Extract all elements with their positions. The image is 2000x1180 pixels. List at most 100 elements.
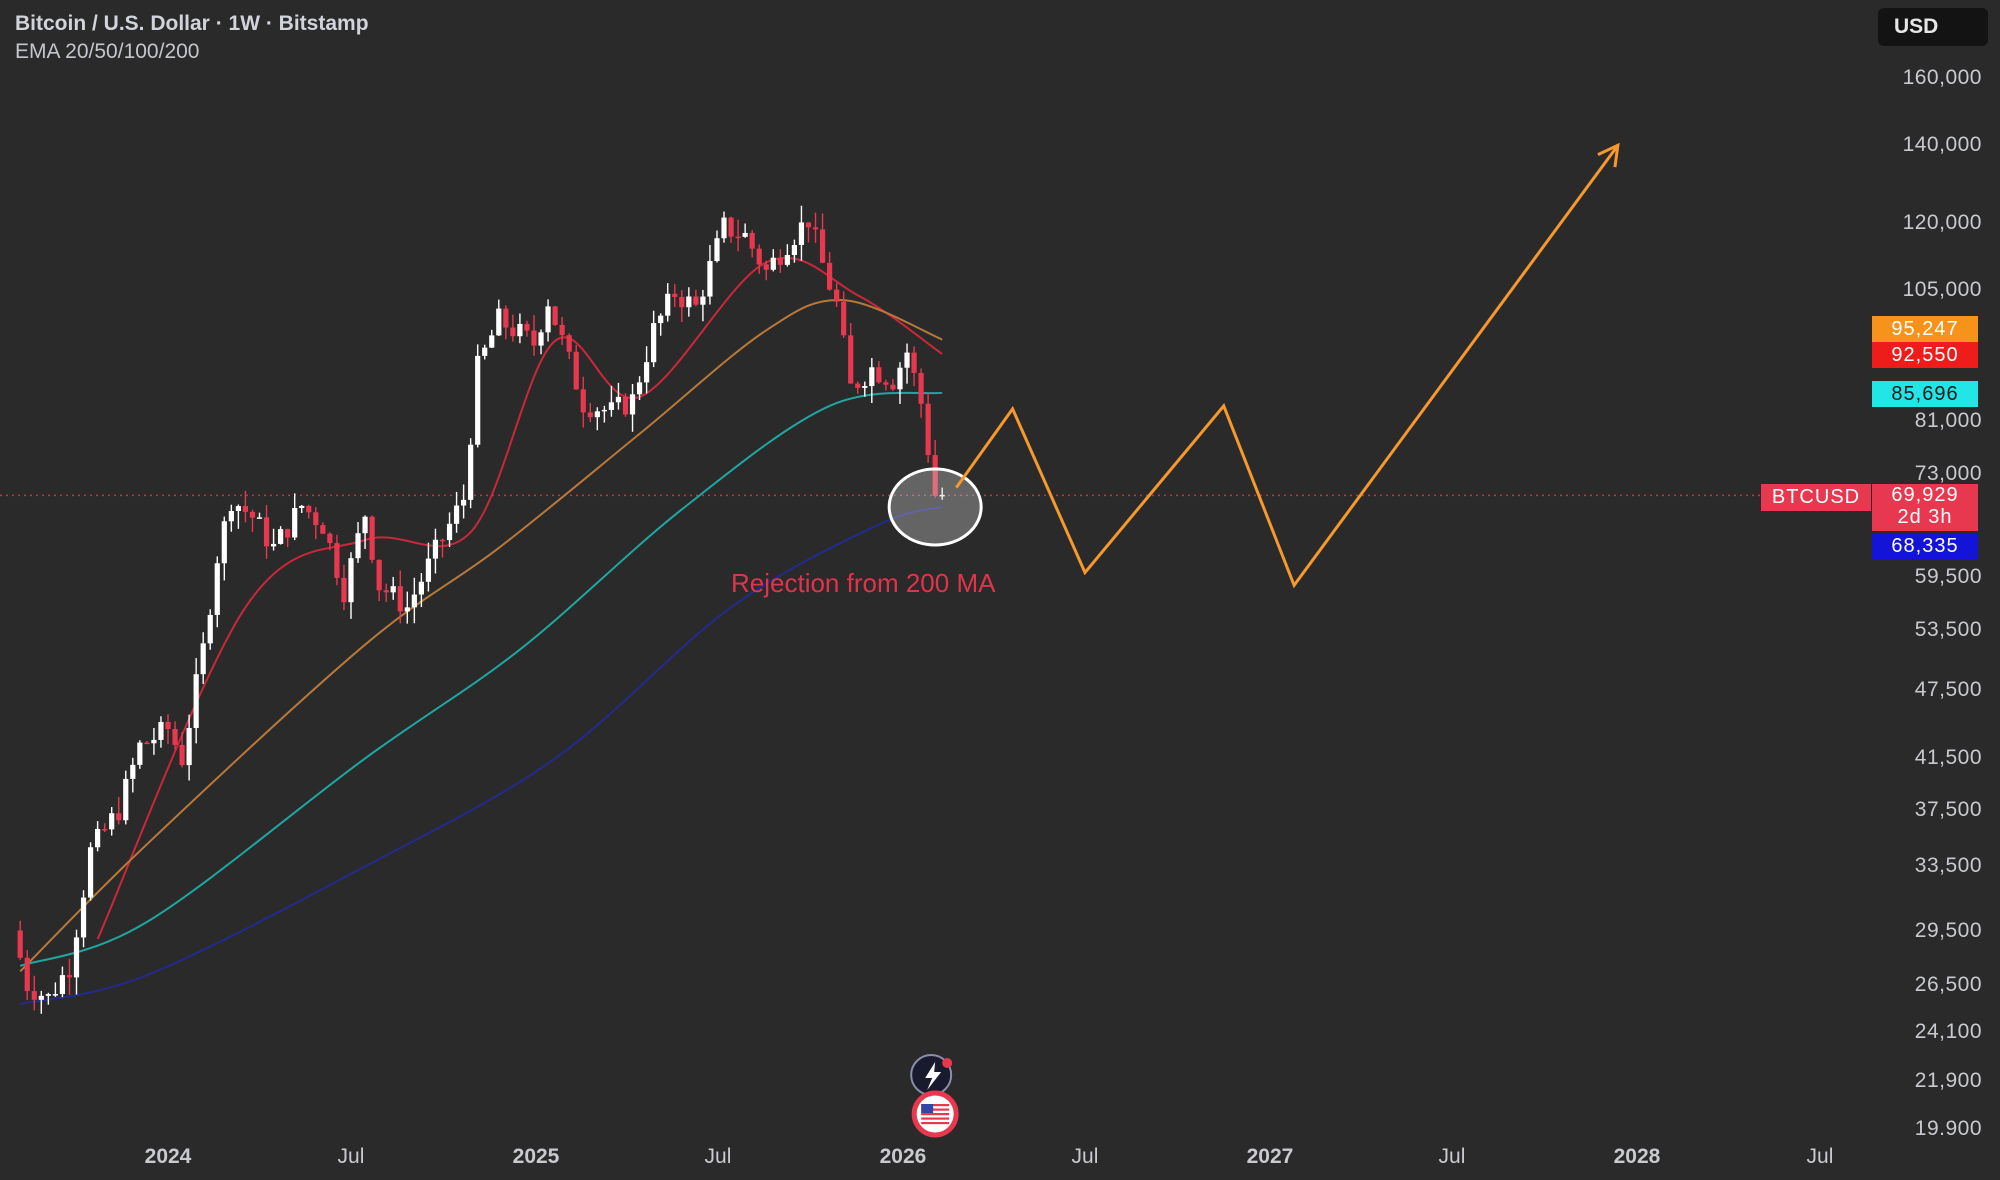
candle bbox=[587, 402, 593, 423]
candle-body bbox=[496, 308, 502, 336]
candle-body bbox=[172, 729, 178, 745]
candle-body bbox=[524, 323, 530, 331]
candle bbox=[327, 532, 333, 551]
ema200-line bbox=[19, 505, 943, 1005]
candle bbox=[531, 315, 537, 356]
projection-path bbox=[955, 144, 1620, 589]
candle bbox=[791, 239, 798, 263]
y-tick-label: 73,000 bbox=[1914, 461, 1982, 485]
candle-body bbox=[404, 607, 410, 612]
candle bbox=[770, 249, 776, 272]
candle bbox=[622, 393, 629, 417]
indicator-legend[interactable]: EMA 20/50/100/200 bbox=[15, 40, 200, 63]
candle bbox=[517, 313, 523, 344]
candle-body bbox=[109, 813, 115, 830]
candle-body bbox=[327, 533, 333, 544]
candle-body bbox=[242, 506, 249, 512]
candle bbox=[418, 573, 424, 608]
candle-body bbox=[369, 516, 375, 560]
candle-body bbox=[362, 516, 368, 534]
candle-body bbox=[439, 539, 446, 542]
y-tick-label: 81,000 bbox=[1914, 409, 1982, 433]
candle bbox=[538, 329, 544, 355]
candle bbox=[812, 212, 819, 243]
candle bbox=[263, 505, 270, 559]
candle-body bbox=[165, 721, 171, 730]
candle-body bbox=[784, 254, 790, 265]
candle bbox=[911, 346, 917, 387]
y-tick-label: 19.900 bbox=[1914, 1117, 1982, 1140]
candle-body bbox=[636, 382, 643, 395]
y-tick-label: 160,000 bbox=[1902, 66, 1982, 89]
y-tick-label: 47,500 bbox=[1914, 678, 1982, 702]
candle bbox=[256, 512, 263, 519]
candle-body bbox=[355, 533, 361, 559]
candle bbox=[158, 716, 164, 748]
candle bbox=[735, 219, 741, 252]
last-price-badge: 69,929 bbox=[1872, 484, 1978, 506]
candle-body bbox=[116, 813, 122, 821]
candle bbox=[193, 658, 199, 744]
candle-body bbox=[489, 335, 495, 348]
candle bbox=[221, 516, 227, 581]
candle-body bbox=[397, 586, 403, 612]
candle-body bbox=[552, 306, 558, 325]
candle-body bbox=[531, 330, 537, 346]
candle bbox=[601, 405, 607, 423]
candle-body bbox=[538, 332, 544, 346]
candle-body bbox=[594, 411, 600, 418]
candle-body bbox=[235, 506, 241, 512]
candle bbox=[756, 244, 762, 274]
candle-body bbox=[299, 505, 305, 509]
candle bbox=[439, 538, 446, 558]
candle bbox=[749, 230, 755, 258]
x-tick-label: Jul bbox=[1806, 1145, 1834, 1168]
ema100-price-badge: 85,696 bbox=[1872, 381, 1978, 407]
y-tick-label: 105,000 bbox=[1902, 278, 1982, 302]
currency-button[interactable]: USD bbox=[1878, 8, 1988, 46]
candle bbox=[397, 570, 403, 624]
candle-body bbox=[805, 222, 812, 228]
candle-body bbox=[341, 577, 347, 603]
candle bbox=[615, 382, 622, 410]
lightning-event-icon[interactable] bbox=[910, 1054, 953, 1096]
ema20-line bbox=[96, 256, 943, 940]
candle bbox=[38, 990, 44, 1014]
candle-body bbox=[313, 512, 319, 526]
us-flag-event-icon[interactable] bbox=[911, 1090, 959, 1138]
candle-body bbox=[418, 581, 424, 595]
candle bbox=[453, 491, 460, 533]
candle bbox=[475, 344, 481, 448]
candle-body bbox=[376, 559, 382, 591]
candle bbox=[805, 222, 812, 243]
y-tick-label: 53,500 bbox=[1914, 618, 1982, 642]
candle-body bbox=[130, 764, 136, 779]
y-tick-label: 41,500 bbox=[1914, 746, 1982, 770]
candle-body bbox=[770, 257, 776, 270]
candle bbox=[658, 313, 664, 336]
candle-body bbox=[566, 335, 572, 352]
bar-countdown-badge: 2d 3h bbox=[1872, 506, 1978, 531]
candle bbox=[552, 305, 558, 326]
candle bbox=[524, 320, 530, 337]
candle-body bbox=[622, 396, 629, 415]
x-tick-label: 2028 bbox=[1613, 1145, 1661, 1168]
candle-body bbox=[615, 396, 622, 403]
candle bbox=[313, 507, 319, 540]
candle-body bbox=[763, 264, 769, 270]
candle bbox=[200, 632, 206, 685]
candle-body bbox=[278, 529, 284, 544]
candle-body bbox=[629, 394, 636, 415]
candle bbox=[545, 299, 551, 342]
candle-body bbox=[66, 975, 73, 978]
candle-body bbox=[221, 521, 227, 564]
candle-body bbox=[911, 352, 917, 373]
candle bbox=[137, 740, 143, 769]
candle bbox=[897, 362, 903, 404]
candle-body bbox=[517, 323, 523, 337]
candle bbox=[468, 438, 474, 509]
y-tick-label: 24,100 bbox=[1914, 1020, 1982, 1044]
candle-body bbox=[925, 403, 931, 456]
chart-title: Bitcoin / U.S. Dollar · 1W · Bitstamp bbox=[15, 12, 369, 35]
